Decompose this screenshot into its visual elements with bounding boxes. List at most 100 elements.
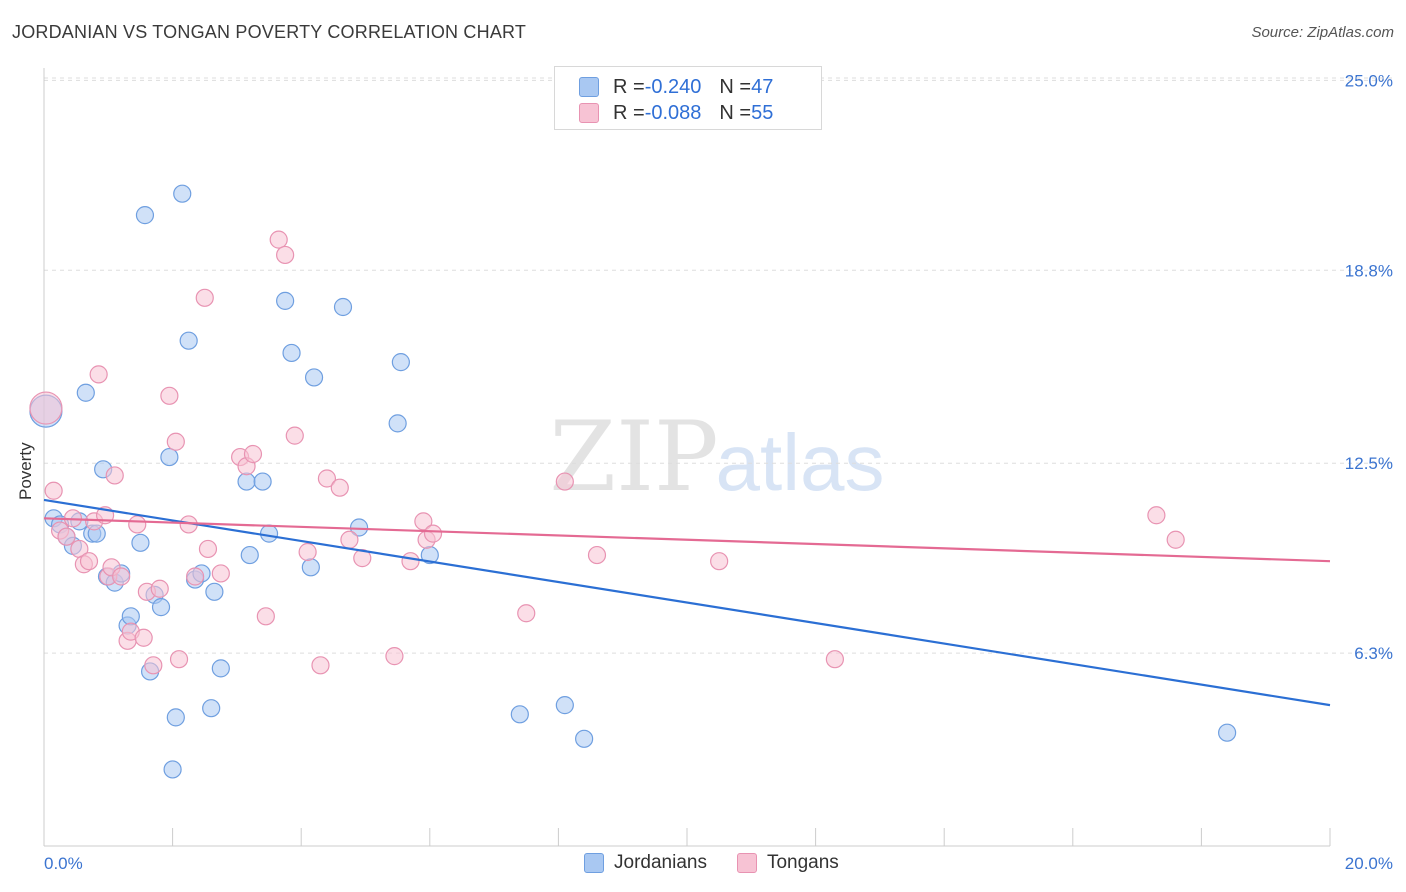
watermark-atlas: atlas xyxy=(716,418,885,507)
tongan-point xyxy=(298,542,317,562)
tongan-point xyxy=(89,365,108,384)
tongan-point xyxy=(340,530,359,549)
jordanian-point xyxy=(121,607,140,626)
tongan-point xyxy=(44,481,63,500)
tongan-point xyxy=(29,391,63,425)
tongan-point xyxy=(276,245,295,265)
tongan-point xyxy=(144,656,163,675)
jordanian-point xyxy=(575,729,594,748)
tongan-point xyxy=(57,527,76,546)
jordanian-point xyxy=(510,705,529,724)
tongan-point xyxy=(166,432,185,451)
jordanian-point xyxy=(179,331,198,350)
jordanian-point xyxy=(333,297,353,317)
jordanian-point xyxy=(237,472,256,491)
n-value: 47 xyxy=(751,75,774,98)
jordanian-point xyxy=(391,353,410,372)
jordanian-point xyxy=(211,659,230,678)
tongan-point xyxy=(1147,506,1166,525)
tongan-point xyxy=(710,552,729,571)
y-tick-label: 25.0% xyxy=(1345,71,1393,90)
tongan-point xyxy=(825,650,844,669)
n-label: N = xyxy=(719,75,752,98)
tongan-point xyxy=(401,552,420,571)
tongans-swatch xyxy=(736,853,757,873)
jordanian-point xyxy=(135,206,155,225)
jordanian-point xyxy=(131,533,150,552)
jordanians-swatch xyxy=(579,77,599,97)
jordanian-point xyxy=(301,558,320,577)
jordanian-point xyxy=(76,383,95,402)
tongans-trend-line xyxy=(43,517,1331,563)
tongan-point xyxy=(160,386,179,405)
series-legend: Jordanians Tongans xyxy=(584,852,869,874)
tongan-point xyxy=(105,466,124,485)
y-tick-label: 6.3% xyxy=(1354,644,1393,663)
r-value: -0.088 xyxy=(644,101,702,124)
y-tick-label: 18.8% xyxy=(1345,261,1393,280)
n-label: N = xyxy=(719,101,752,124)
tongan-point xyxy=(198,539,218,559)
jordanian-point xyxy=(253,472,272,491)
tongan-point xyxy=(134,628,153,647)
tongan-point xyxy=(195,288,214,307)
tongan-point xyxy=(186,567,205,586)
tongan-point xyxy=(385,647,404,666)
jordanian-point xyxy=(202,699,221,718)
correlation-legend: R = -0.240 N = 47 R = -0.088 N = 55 xyxy=(554,66,822,130)
r-label: R = xyxy=(613,75,645,98)
tongan-point xyxy=(150,579,169,598)
jordanian-point xyxy=(173,184,192,203)
chart-title: JORDANIAN VS TONGAN POVERTY CORRELATION … xyxy=(12,22,527,42)
jordanian-point xyxy=(1218,723,1237,742)
legend-label: Tongans xyxy=(766,852,839,873)
tongan-point xyxy=(79,552,99,571)
tongan-point xyxy=(317,469,337,488)
jordanian-point xyxy=(304,368,324,387)
tongan-point xyxy=(256,607,275,626)
jordanians-swatch xyxy=(584,853,604,873)
y-axis-label: Poverty xyxy=(16,442,35,500)
jordanian-point xyxy=(282,343,301,363)
tongan-point xyxy=(423,524,443,543)
r-label: R = xyxy=(613,101,645,124)
tongan-point xyxy=(269,230,288,249)
jordanian-point xyxy=(166,708,185,727)
tongan-point xyxy=(311,656,330,675)
n-value: 55 xyxy=(751,101,774,124)
tongan-point xyxy=(169,650,189,669)
jordanian-point xyxy=(555,696,574,715)
tongan-point xyxy=(285,426,304,445)
tongan-point xyxy=(1166,530,1185,549)
legend-item-jordanians[interactable]: Jordanians xyxy=(584,852,707,874)
source-note: Source: ZipAtlas.com xyxy=(1251,24,1394,41)
jordanian-point xyxy=(163,760,182,779)
tongan-point xyxy=(243,444,263,464)
tongan-point xyxy=(517,604,536,623)
jordanians-trend-line xyxy=(43,498,1331,707)
r-value: -0.240 xyxy=(644,75,702,98)
watermark-zip: ZIP xyxy=(549,401,718,513)
jordanian-point xyxy=(205,582,224,601)
tongan-point xyxy=(112,567,131,586)
y-tick-label: 12.5% xyxy=(1345,454,1393,473)
jordanian-point xyxy=(276,291,295,310)
tongan-point xyxy=(211,564,230,583)
x-tick-label: 20.0% xyxy=(1345,854,1393,873)
legend-row-tongans: R = -0.088 N = 55 xyxy=(579,101,773,125)
jordanian-point xyxy=(160,447,179,467)
tongan-point xyxy=(128,515,147,534)
legend-label: Jordanians xyxy=(614,852,707,873)
jordanian-point xyxy=(240,545,259,565)
legend-row-jordanians: R = -0.240 N = 47 xyxy=(579,75,773,99)
legend-item-tongans[interactable]: Tongans xyxy=(736,852,839,874)
tongan-point xyxy=(587,545,607,565)
jordanian-point xyxy=(151,598,171,617)
x-tick-label: 0.0% xyxy=(44,854,83,873)
tongan-point xyxy=(330,478,349,497)
jordanian-point xyxy=(388,414,407,433)
tongans-swatch xyxy=(579,103,599,123)
tongan-point xyxy=(555,472,574,491)
jordanian-point xyxy=(259,524,279,543)
